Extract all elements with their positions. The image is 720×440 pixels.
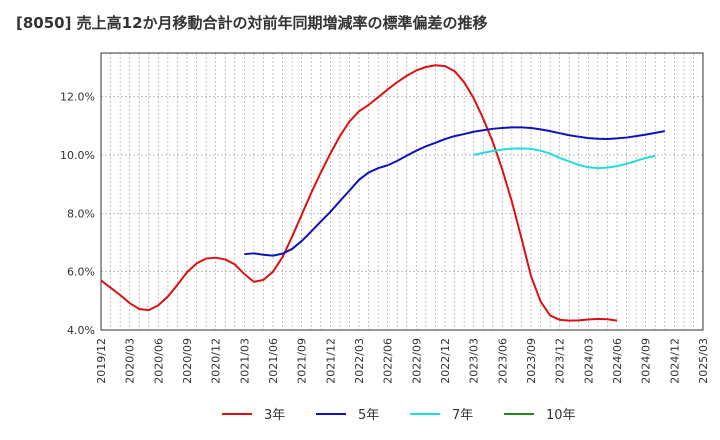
x-tick-label: 2024/12 <box>668 338 681 384</box>
x-tick-label: 2022/12 <box>439 338 452 384</box>
x-tick-label: 2025/03 <box>697 338 710 384</box>
x-tick-label: 2024/03 <box>582 338 595 384</box>
plot-background <box>101 53 703 330</box>
axes <box>100 52 704 331</box>
plot-frame <box>100 52 704 331</box>
x-tick-label: 2022/03 <box>353 338 366 384</box>
x-tick-label: 2023/12 <box>554 338 567 384</box>
plot-area <box>101 53 703 330</box>
x-tick-label: 2021/09 <box>296 338 309 384</box>
y-tick-label: 6.0% <box>67 266 95 279</box>
x-tick-label: 2023/03 <box>468 338 481 384</box>
x-tick-label: 2021/06 <box>267 338 280 384</box>
x-axis-ticks: 2019/12 2020/03 2020/06 2020/09 2020/12 2021/… <box>95 338 710 384</box>
series-lines <box>100 64 665 322</box>
series-line <box>473 147 656 170</box>
x-tick-label: 2019/12 <box>95 338 108 384</box>
legend-label: 5年 <box>358 408 379 423</box>
x-tick-label: 2020/03 <box>124 338 137 384</box>
x-tick-label: 2024/09 <box>640 338 653 384</box>
x-tick-label: 2023/09 <box>525 338 538 384</box>
y-tick-label: 8.0% <box>67 207 95 220</box>
series-line <box>244 126 665 257</box>
y-tick-label: 10.0% <box>60 149 95 162</box>
legend: 3年 5年 7年 10年 <box>222 408 576 423</box>
x-tick-label: 2023/06 <box>496 338 509 384</box>
x-tick-label: 2020/12 <box>210 338 223 384</box>
legend-label: 3年 <box>264 408 285 423</box>
legend-label: 7年 <box>452 408 473 423</box>
x-tick-label: 2021/03 <box>238 338 251 384</box>
legend-label: 10年 <box>546 408 576 423</box>
chart-title: [8050] 売上高12か月移動合計の対前年同期増減率の標準偏差の推移 <box>16 14 488 32</box>
x-tick-label: 2021/12 <box>324 338 337 384</box>
x-tick-label: 2020/09 <box>181 338 194 384</box>
y-axis-ticks: 4.0% 6.0% 8.0% 10.0% 12.0% <box>60 91 95 337</box>
x-tick-label: 2024/06 <box>611 338 624 384</box>
series-line <box>100 64 618 322</box>
x-tick-label: 2022/06 <box>382 338 395 384</box>
y-tick-label: 12.0% <box>60 91 95 104</box>
y-tick-label: 4.0% <box>67 324 95 337</box>
x-tick-label: 2020/06 <box>152 338 165 384</box>
x-tick-label: 2022/09 <box>410 338 423 384</box>
